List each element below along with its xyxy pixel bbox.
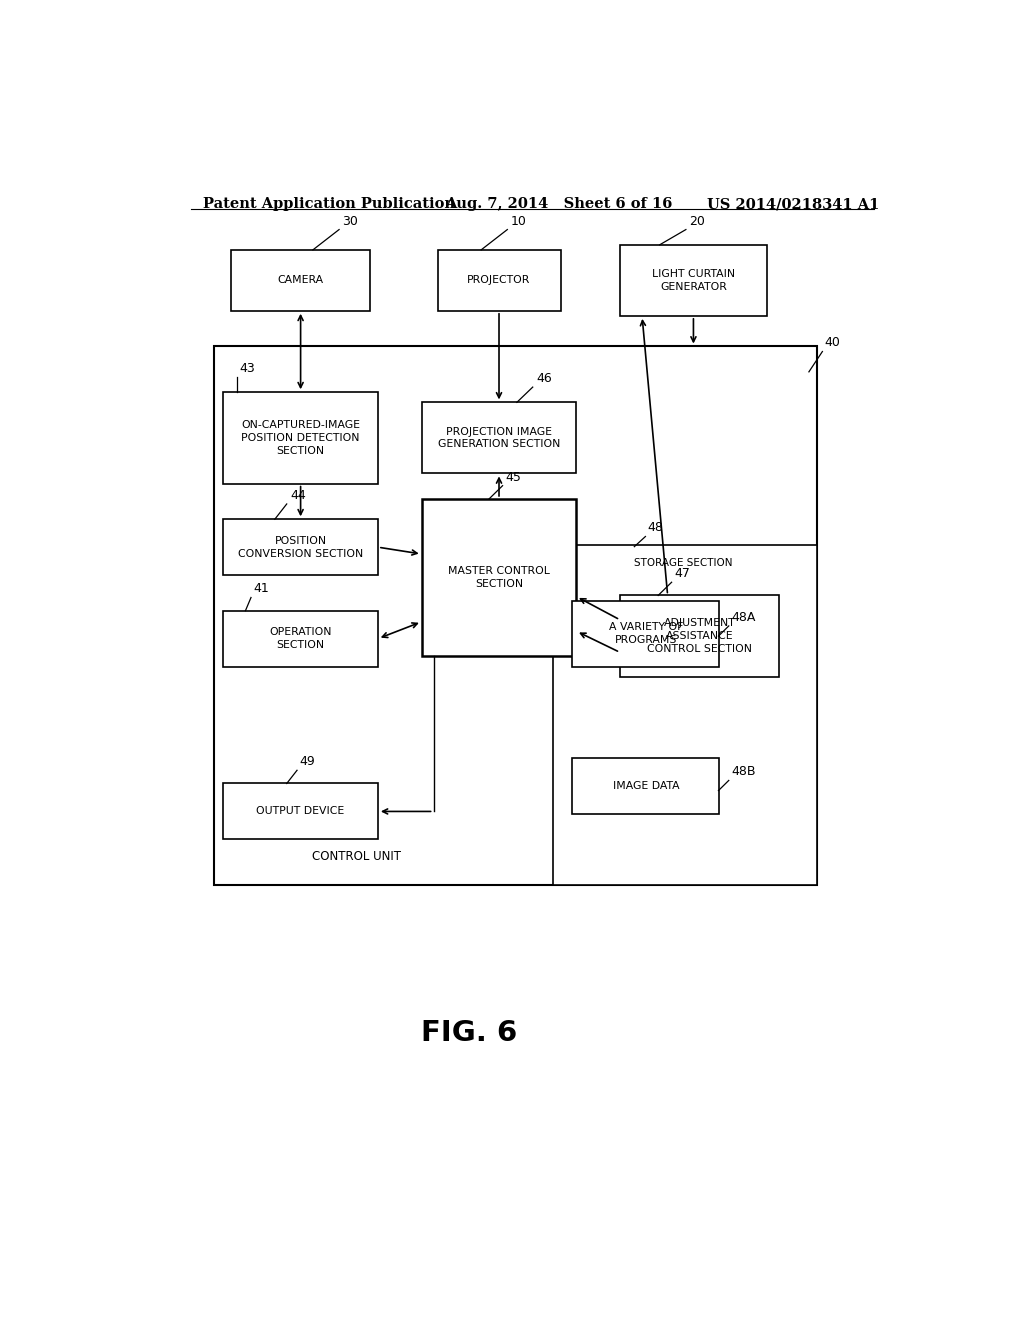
Bar <box>572 601 719 667</box>
Bar <box>572 758 719 814</box>
Bar <box>223 784 378 840</box>
Bar <box>214 346 817 886</box>
Text: OPERATION
SECTION: OPERATION SECTION <box>269 627 332 649</box>
Bar <box>553 545 817 886</box>
Bar <box>620 244 767 315</box>
Text: 30: 30 <box>342 215 358 227</box>
Text: 46: 46 <box>536 372 552 385</box>
Text: 47: 47 <box>674 568 690 581</box>
Text: Aug. 7, 2014   Sheet 6 of 16: Aug. 7, 2014 Sheet 6 of 16 <box>445 197 673 211</box>
Text: 44: 44 <box>290 488 305 502</box>
Text: 45: 45 <box>506 471 521 483</box>
Text: 20: 20 <box>689 215 705 227</box>
Text: PROJECTION IMAGE
GENERATION SECTION: PROJECTION IMAGE GENERATION SECTION <box>438 426 560 449</box>
Text: IMAGE DATA: IMAGE DATA <box>612 781 679 791</box>
Text: 43: 43 <box>240 362 255 375</box>
Text: 48B: 48B <box>731 766 756 779</box>
Text: 10: 10 <box>511 215 526 227</box>
Text: US 2014/0218341 A1: US 2014/0218341 A1 <box>708 197 880 211</box>
Text: POSITION
CONVERSION SECTION: POSITION CONVERSION SECTION <box>238 536 364 558</box>
Text: MASTER CONTROL
SECTION: MASTER CONTROL SECTION <box>449 566 550 589</box>
Bar <box>231 249 370 312</box>
Bar <box>223 611 378 667</box>
Text: LIGHT CURTAIN
GENERATOR: LIGHT CURTAIN GENERATOR <box>652 269 735 292</box>
Text: A VARIETY OF
PROGRAMS: A VARIETY OF PROGRAMS <box>608 622 683 645</box>
Bar <box>223 392 378 483</box>
Text: STORAGE SECTION: STORAGE SECTION <box>634 558 733 568</box>
Text: CONTROL UNIT: CONTROL UNIT <box>312 850 401 863</box>
Bar <box>422 403 577 474</box>
Text: OUTPUT DEVICE: OUTPUT DEVICE <box>256 807 345 817</box>
Text: 48A: 48A <box>731 611 756 624</box>
Text: PROJECTOR: PROJECTOR <box>467 276 530 285</box>
Text: Patent Application Publication: Patent Application Publication <box>204 197 456 211</box>
Bar <box>620 595 778 677</box>
Text: 49: 49 <box>299 755 315 768</box>
Text: ON-CAPTURED-IMAGE
POSITION DETECTION
SECTION: ON-CAPTURED-IMAGE POSITION DETECTION SEC… <box>241 420 360 455</box>
Text: 48: 48 <box>648 521 664 535</box>
Bar <box>437 249 560 312</box>
Text: FIG. 6: FIG. 6 <box>421 1019 517 1047</box>
Text: 41: 41 <box>253 582 269 595</box>
Bar <box>422 499 577 656</box>
Text: 40: 40 <box>824 337 841 350</box>
Text: CAMERA: CAMERA <box>278 276 324 285</box>
Text: ADJUSTMENT
ASSISTANCE
CONTROL SECTION: ADJUSTMENT ASSISTANCE CONTROL SECTION <box>647 618 752 653</box>
Bar <box>223 519 378 576</box>
